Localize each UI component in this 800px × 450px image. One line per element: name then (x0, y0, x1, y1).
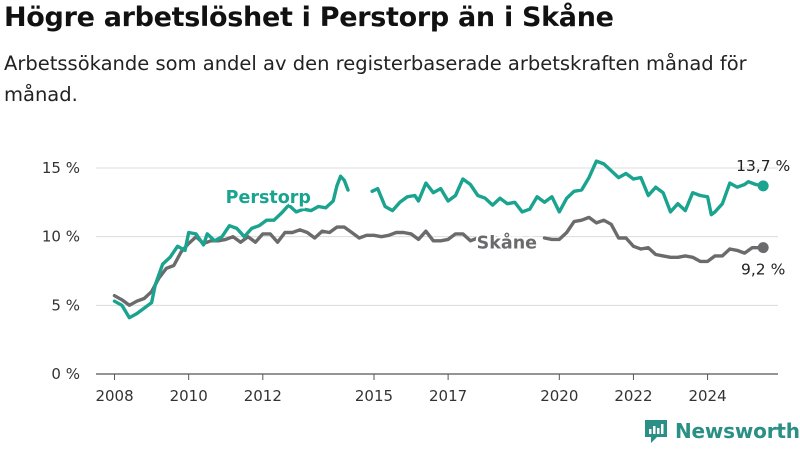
chart-title: Högre arbetslöshet i Perstorp än i Skåne (4, 2, 614, 33)
series-line-perstorp (370, 159, 765, 217)
x-tick-label: 2017 (429, 387, 467, 405)
y-tick-label: 0 % (51, 365, 80, 383)
end-value-label-skåne: 9,2 % (741, 261, 785, 279)
series-name-perstorp: Perstorp (226, 188, 311, 208)
newsworthy-logo[interactable]: Newsworthy (643, 418, 800, 444)
end-value-label-perstorp: 13,7 % (736, 157, 790, 175)
x-tick-label: 2022 (614, 387, 652, 405)
series-line-perstorp (112, 174, 350, 320)
gridlines (96, 167, 778, 375)
x-tick-label: 2020 (540, 387, 578, 405)
bar-chart-logo-icon (645, 420, 667, 443)
series-name-skåne: Skåne (477, 231, 538, 253)
series-line-skåne (542, 215, 765, 264)
x-tick-label: 2015 (355, 387, 393, 405)
series-labels: Perstorp Skåne 13,7 % 9,2 % (224, 157, 791, 279)
chart-subtitle: Arbetssökande som andel av den registerb… (4, 52, 747, 106)
x-tick-label: 2008 (95, 387, 133, 405)
y-tick-label: 10 % (42, 228, 80, 246)
y-tick-label: 5 % (51, 296, 80, 314)
series-lines (112, 159, 769, 320)
axis-labels: 0 % 5 % 10 % 15 % 2008 2010 2012 2015 2017 2020 20… (42, 159, 727, 405)
end-point-perstorp (757, 180, 769, 192)
brand-name: Newsworthy (675, 419, 800, 443)
x-tick-label: 2024 (688, 387, 726, 405)
y-tick-label: 15 % (42, 159, 80, 177)
x-tick-label: 2012 (244, 387, 282, 405)
series-line-skåne (112, 225, 498, 307)
end-point-skåne (757, 242, 769, 254)
x-tick-label: 2010 (170, 387, 208, 405)
